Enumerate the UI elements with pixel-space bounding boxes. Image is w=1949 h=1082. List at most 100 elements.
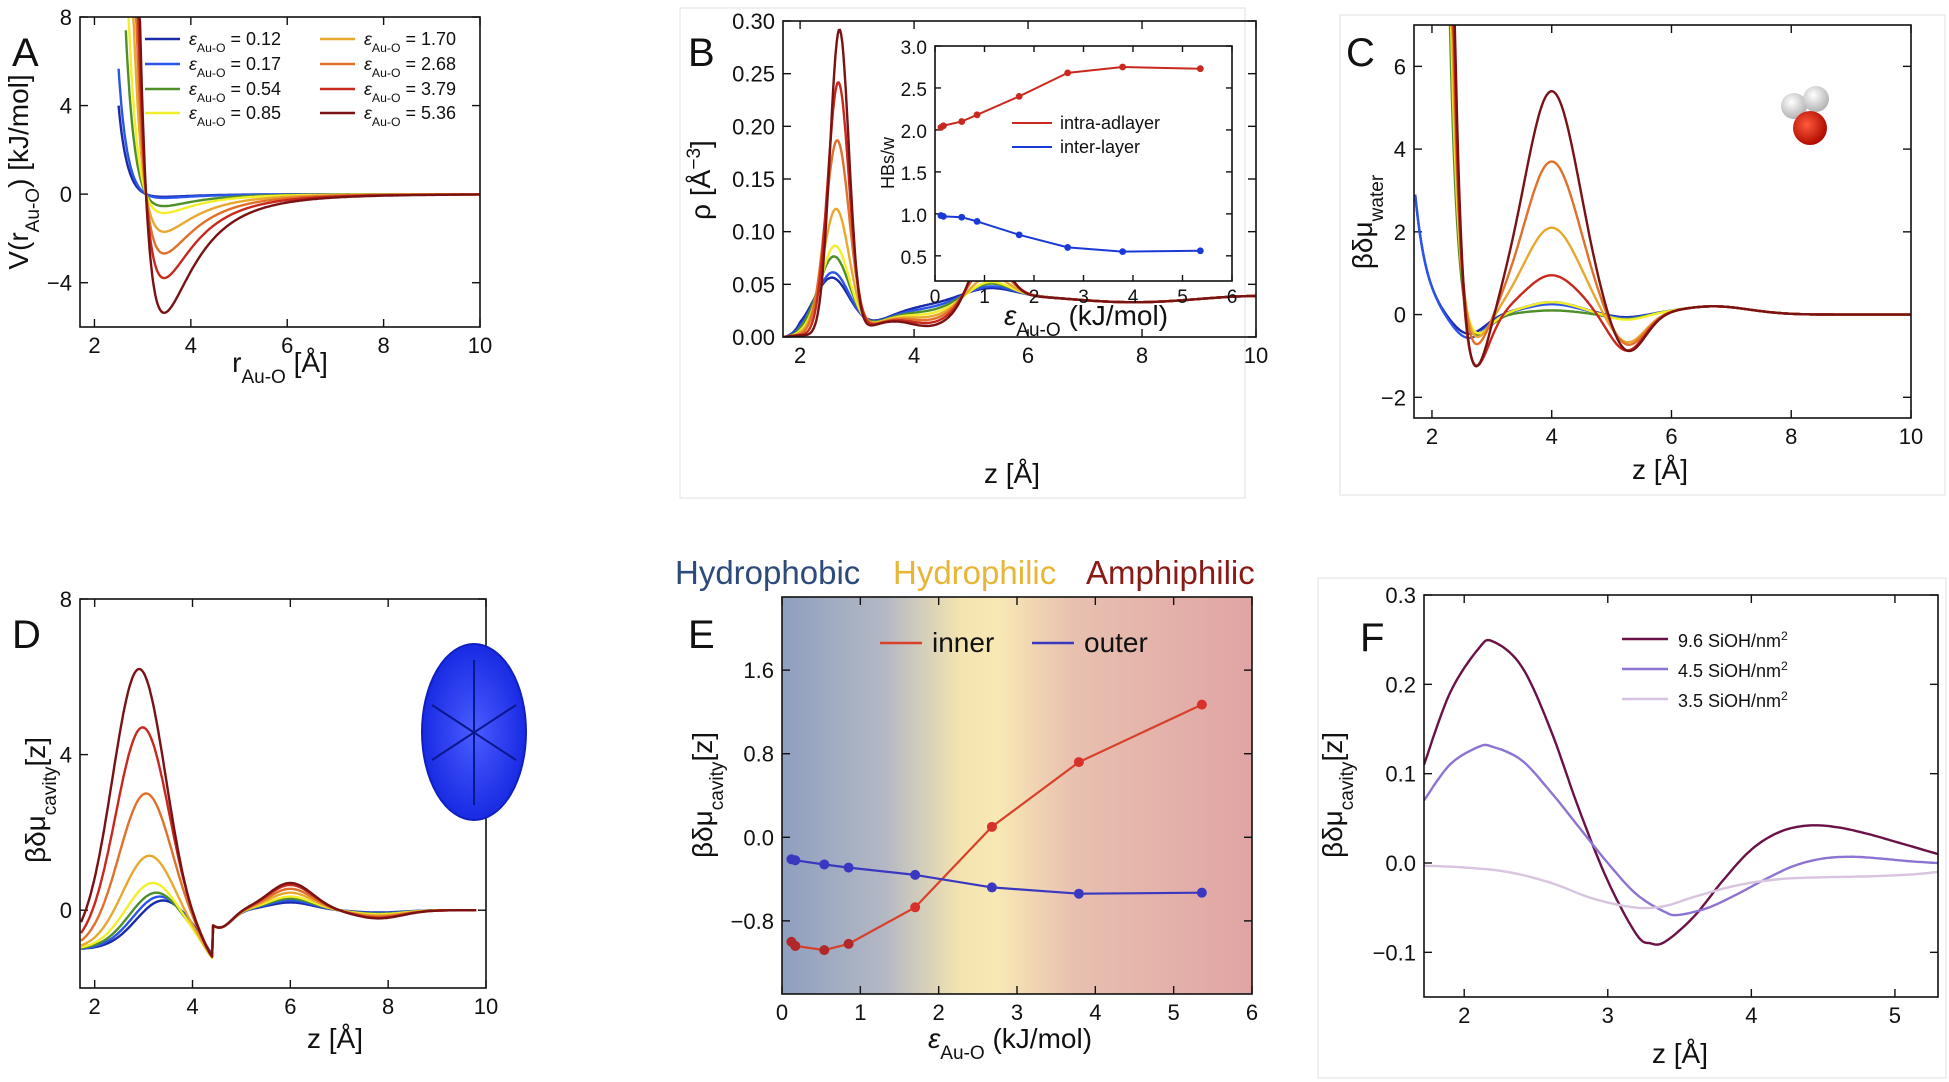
inset-legend-label: intra-adlayer [1060,113,1160,133]
y-tick-label: 1.5 [901,164,927,185]
curve-series [80,667,477,958]
y-axis-label: βδμcavity[z] [1317,732,1358,858]
x-tick-label: 2 [794,343,806,368]
panel-b-frame [679,7,1246,499]
legend-label: εAu-O = 0.12 [189,29,281,55]
y-axis-label: βδμcavity[z] [687,732,728,858]
y-tick-label: 0 [60,898,72,923]
data-point [986,821,997,832]
y-tick-label: 0.8 [743,742,774,767]
inset-point [973,218,981,225]
curve-series [1424,638,1938,946]
x-tick-label: 1 [979,287,990,308]
legend-label: εAu-O = 3.79 [364,79,456,105]
x-tick-label: 5 [1177,287,1188,308]
curve-series [138,17,480,314]
x-tick-label: 8 [1785,424,1797,449]
y-axis-label: ρ [Å−3] [684,140,717,220]
inset-point [1196,65,1204,73]
y-tick-label: 0.0 [1385,851,1416,876]
y-tick-label: 0.25 [732,62,775,87]
inset-point [1196,247,1204,255]
x-axis-label: z [Å] [984,458,1040,489]
curves [1424,638,1938,946]
x-axis-label: z [Å] [307,1023,363,1054]
x-tick-label: 3 [1011,1000,1023,1025]
inset-legend-label: inter-layer [1060,137,1140,157]
y-tick-label: 0.30 [732,9,775,34]
y-tick-label: 0.5 [901,248,927,269]
panel-letter-a: A [12,31,39,75]
panel-letter-c: C [1346,31,1375,75]
inset-point [1015,231,1023,239]
plot-frame [79,598,487,989]
curves [783,28,1256,337]
inset-y-label: HBs/w [878,136,898,189]
cavity-ellipsoid-icon [421,643,527,821]
y-tick-label: 4 [60,743,72,768]
x-tick-label: 2 [89,994,101,1019]
y-tick-label: 3.0 [901,38,927,59]
y-tick-label: 1.0 [901,206,927,227]
x-tick-label: 10 [1244,343,1268,368]
y-tick-label: 0 [1394,303,1406,328]
panel-f: 2 3 4 5 −0.1 0.0 0.1 0.2 0.3 9.6 SiOH/nm2 4.5 SiOH… [1317,583,1939,1069]
y-axis-label: βδμwater [1347,174,1388,269]
data-point [910,902,921,913]
inset-point [973,111,981,119]
curve-series [80,726,477,957]
curve-series [1424,743,1938,917]
y-tick-label: 0.05 [732,272,775,297]
curves [117,17,480,314]
water-molecule-icon [1781,86,1829,145]
y-tick-label: 2.0 [901,122,927,143]
curve-series [80,854,477,959]
legend-label: εAu-O = 5.36 [364,103,456,129]
x-tick-label: 6 [1665,424,1677,449]
x-tick-label: 3 [1078,287,1089,308]
inset-background [935,46,1232,281]
plot-frame [781,596,1253,995]
inset-point [940,212,947,220]
x-axis-label: z [Å] [1632,454,1688,485]
x-tick-label: 4 [186,994,198,1019]
data-point [790,855,801,866]
x-tick-label: 6 [281,333,293,358]
x-tick-label: 4 [1128,287,1139,308]
data-point [843,862,854,873]
x-tick-label: 8 [1136,343,1148,368]
category-hydrophilic: Hydrophilic [893,554,1056,591]
inset-x-label: εAu-O (kJ/mol) [1004,300,1168,341]
panel-e-background [782,597,1252,994]
y-tick-label: −0.8 [731,909,774,934]
panel-letter-b: B [688,31,715,75]
y-tick-label: 0.0 [743,825,774,850]
x-tick-label: 2 [933,1000,945,1025]
curve-series [1424,864,1938,910]
panel-letter-e: E [688,613,715,657]
inset-point [1119,248,1127,256]
panel-f-frame [1317,577,1947,1079]
y-tick-label: −0.1 [1373,940,1416,965]
x-tick-label: 5 [1889,1003,1901,1028]
x-tick-label: 2 [1029,287,1040,308]
panel-letter-d: D [12,613,41,657]
data-point [1196,699,1207,710]
x-tick-label: 0 [930,287,941,308]
data-point [986,882,997,893]
legend-label: 3.5 SiOH/nm2 [1678,689,1788,711]
x-tick-label: 1 [854,1000,866,1025]
x-axis-label: εAu-O (kJ/mol) [928,1023,1092,1064]
curve-series [1448,25,1911,336]
legend-label: εAu-O = 2.68 [364,54,456,80]
inset-point [1015,92,1023,100]
data-point [1073,757,1084,768]
x-tick-label: 4 [1089,1000,1101,1025]
inset-point [1064,244,1072,251]
y-axis-label: βδμcavity[z] [20,737,61,863]
inset-chart: 0 1 2 3 4 5 6 0.5 1.0 1.5 2.0 2.5 3.0 intra-adlayer in… [878,38,1237,341]
plot-frame [1413,24,1912,419]
inset-point [1119,63,1127,71]
y-tick-label: 1.6 [743,658,774,683]
x-tick-label: 10 [468,333,492,358]
